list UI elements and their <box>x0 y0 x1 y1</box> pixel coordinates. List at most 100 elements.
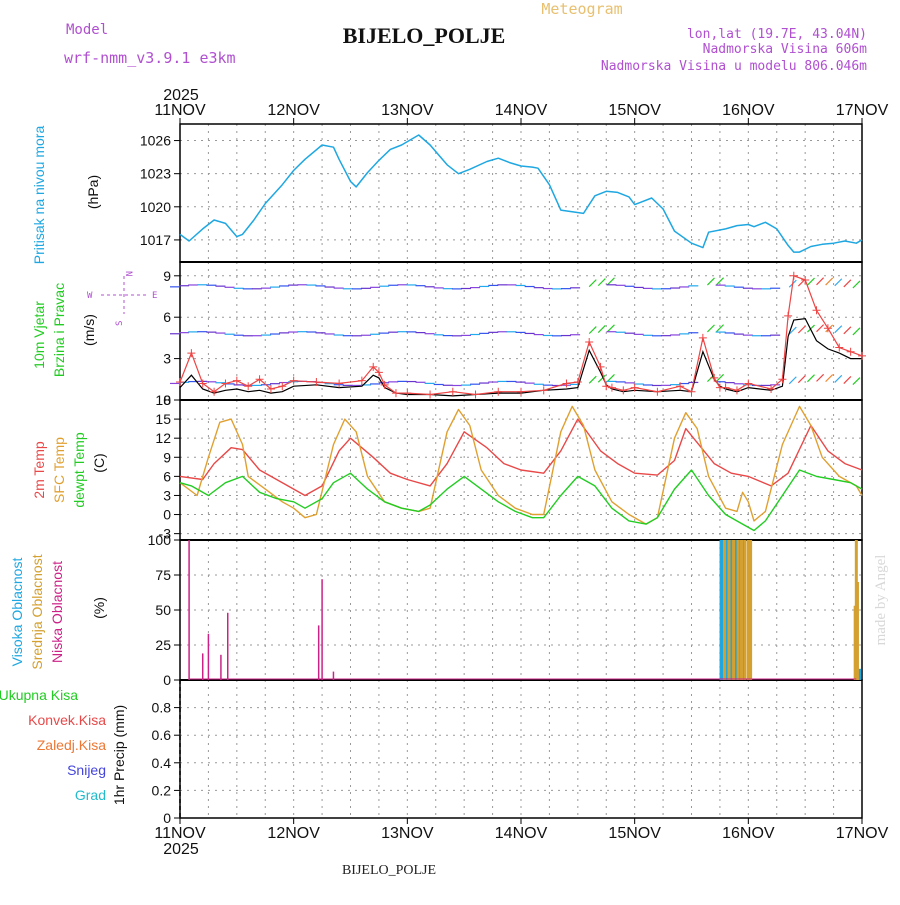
panel-cloud: 0 25 50 75 100 <box>148 532 863 688</box>
chart-layers: 10171020102310260369-3036912151802550751… <box>140 102 889 842</box>
wind-gust-marker <box>721 383 730 392</box>
temp-label-2: SFC Temp <box>51 437 67 503</box>
y-tick-label: 9 <box>163 268 171 284</box>
y-tick-label: 1017 <box>140 232 171 248</box>
wind-arrow <box>816 277 825 286</box>
wind-arrow <box>807 324 815 333</box>
panel-pressure: 1017 1020 1023 1026 <box>140 123 863 263</box>
wind-gust-marker <box>374 368 383 377</box>
wind-gust-marker <box>778 375 787 384</box>
wind-gust-marker <box>789 271 798 280</box>
temp-line-2m <box>179 418 863 497</box>
compass-e: E <box>152 291 157 301</box>
wind-gust-marker <box>244 382 253 391</box>
wind-gust-marker <box>403 389 412 398</box>
altitude-text: Nadmorska Visina 606m <box>703 42 868 57</box>
wind-arrow <box>606 277 615 286</box>
wind-gust-marker <box>369 362 378 371</box>
date-label-bottom: 11NOV <box>154 825 206 842</box>
compass-s: S <box>115 321 125 326</box>
date-label-bottom: 13NOV <box>381 825 434 842</box>
compass-w: W <box>87 291 93 301</box>
wind-arrow <box>843 279 852 288</box>
wind-gust-marker <box>471 390 480 399</box>
wind-arrow <box>706 324 715 333</box>
y-tick-label: 6 <box>163 309 171 325</box>
model-label: Model <box>66 22 108 38</box>
y-tick-label: 0.4 <box>152 755 172 771</box>
wind-arrow <box>597 325 606 333</box>
date-label-bottom: 12NOV <box>267 825 320 842</box>
date-label-bottom: 16NOV <box>722 825 775 842</box>
wind-arrow <box>788 326 797 335</box>
y-tick-label: 18 <box>155 392 171 408</box>
wind-gust-marker <box>278 382 287 391</box>
wind-arrow <box>597 374 606 383</box>
wind-compass: W E N S <box>87 271 157 326</box>
wind-gust-marker <box>676 382 685 391</box>
wind-arrow <box>852 280 861 289</box>
date-label-top: 17NOV <box>836 102 889 119</box>
wind-arrow <box>825 277 834 286</box>
wind-arrow <box>807 277 815 286</box>
wind-gust-marker <box>198 379 207 388</box>
temp-unit: (C) <box>91 453 107 472</box>
wind-gust-marker <box>801 275 810 284</box>
wind-arrow <box>597 278 606 287</box>
y-tick-label: 0.2 <box>152 782 172 798</box>
wind-gust-marker <box>687 387 696 396</box>
precip-unit: 1hr Precip (mm) <box>111 705 127 805</box>
wind-arrow <box>716 277 725 286</box>
lonlat-text: lon,lat (19.7E, 43.04N) <box>687 27 867 42</box>
wind-gust-marker <box>210 387 219 396</box>
wind-gust-marker <box>232 376 241 385</box>
wind-gust-marker <box>858 351 866 360</box>
panel-precip: 0 0.2 0.4 0.6 0.8 <box>152 679 863 826</box>
temp-label-3: dewpt Temp <box>71 432 87 507</box>
wind-arrow <box>606 374 615 382</box>
wind-arrow <box>852 327 861 336</box>
wind-label-1: 10m Vjetar <box>31 301 47 369</box>
wind-gust-marker <box>494 387 503 396</box>
y-tick-label: 1020 <box>140 199 171 215</box>
wind-arrow <box>843 326 852 335</box>
temp-label-1: 2m Temp <box>31 441 47 499</box>
wind-arrow <box>816 324 825 333</box>
model-altitude-text: Nadmorska Visina u modelu 806.046m <box>601 59 867 74</box>
temp-line-dewpt <box>179 469 863 532</box>
y-tick-label: 1023 <box>140 166 171 182</box>
wind-gust-marker <box>517 387 525 396</box>
wind-arrow <box>834 278 843 287</box>
wind-gust-marker <box>630 383 639 392</box>
wind-arrow <box>716 324 725 333</box>
wind-label-2: Brzina i Pravac <box>51 283 67 377</box>
y-tick-label: 0 <box>163 810 171 826</box>
wind-gust-marker <box>823 324 832 333</box>
wind-gust-marker <box>289 376 298 385</box>
y-tick-label: 75 <box>155 567 171 583</box>
wind-gust-marker <box>335 379 344 388</box>
date-label-top: 11NOV <box>154 102 206 119</box>
wind-gust-marker <box>391 389 400 398</box>
wind-arrow <box>606 324 615 333</box>
wind-gust-marker <box>266 384 275 393</box>
wind-gust-marker <box>539 386 548 395</box>
precip-legend-freezing: Zaledj.Kisa <box>37 737 106 753</box>
wind-arrow <box>797 375 806 384</box>
wind-gust-marker <box>744 379 753 388</box>
date-label-top: 16NOV <box>722 102 775 119</box>
year-top: 2025 <box>163 87 199 104</box>
wind-arrow <box>825 374 834 383</box>
wind-speed-line <box>179 317 862 397</box>
cloud-label-1: Visoka Oblacnost <box>9 558 25 667</box>
wind-gust-marker <box>573 378 582 387</box>
wind-gust-marker <box>835 343 844 352</box>
y-tick-label: 50 <box>155 602 171 618</box>
date-label-bottom: 17NOV <box>836 825 889 842</box>
cloud-unit: (%) <box>91 597 107 619</box>
wind-gust-marker <box>607 383 616 392</box>
wind-gust-marker <box>653 387 662 396</box>
product-title: Meteogram <box>541 0 622 18</box>
station-title: BIJELO_POLJE <box>343 23 506 48</box>
